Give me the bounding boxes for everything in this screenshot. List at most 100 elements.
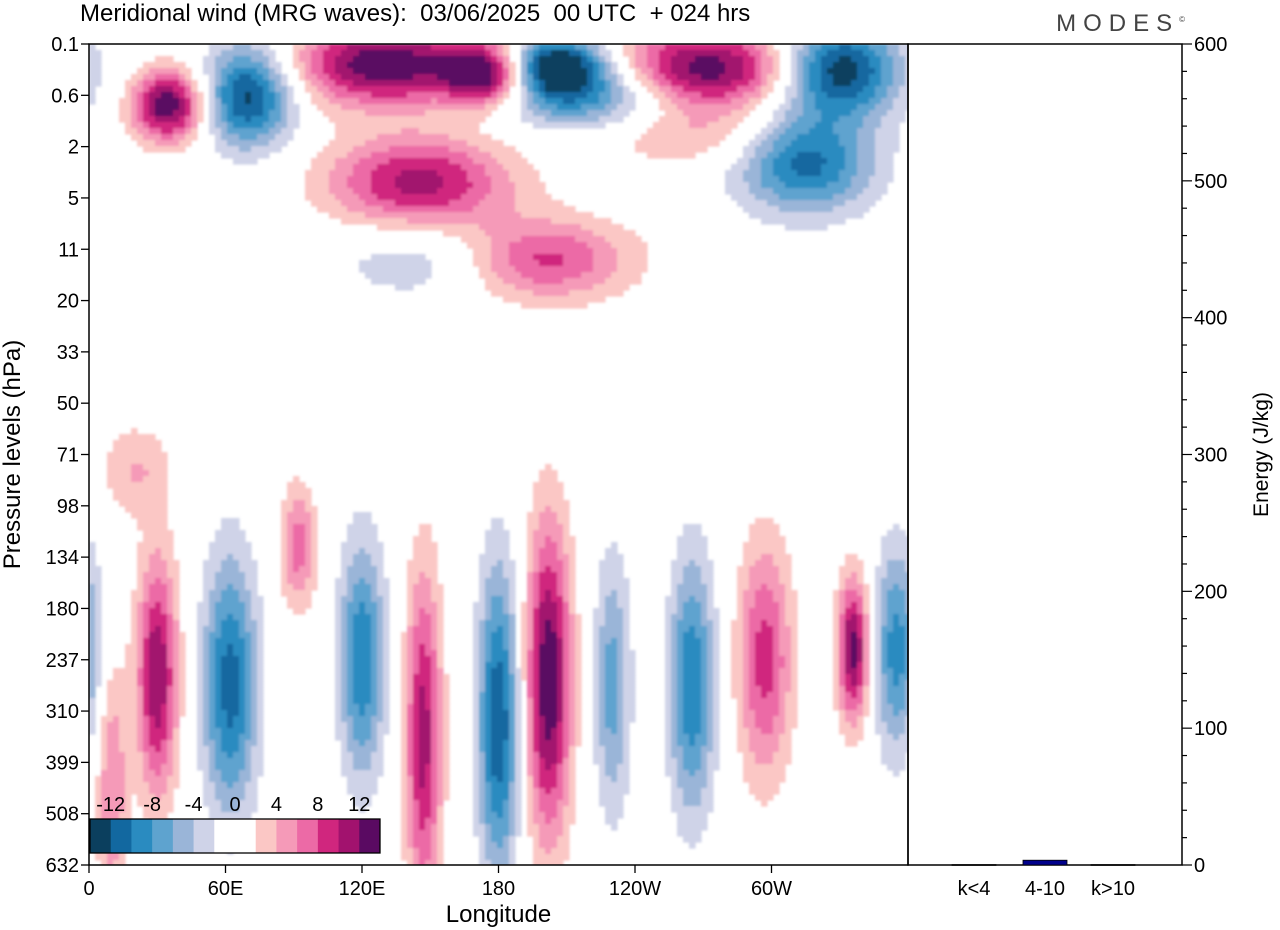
- contour-cell: [533, 74, 540, 81]
- contour-cell: [137, 722, 144, 729]
- contour-cell: [479, 566, 492, 573]
- contour-cell: [509, 854, 516, 861]
- contour-cell: [137, 734, 144, 741]
- contour-cell: [599, 566, 624, 573]
- contour-cell: [539, 56, 582, 63]
- contour-cell: [533, 692, 540, 699]
- contour-cell: [443, 740, 450, 747]
- contour-cell: [521, 302, 588, 309]
- contour-cell: [371, 668, 378, 675]
- contour-cell: [539, 788, 546, 795]
- contour-cell: [119, 116, 132, 123]
- contour-cell: [605, 746, 624, 753]
- contour-cell: [887, 86, 900, 93]
- contour-cell: [665, 110, 684, 117]
- contour-cell: [89, 602, 96, 609]
- contour-cell: [839, 140, 858, 147]
- contour-cell: [665, 626, 672, 633]
- contour-cell: [347, 638, 354, 645]
- contour-cell: [89, 86, 96, 93]
- contour-cell: [605, 608, 624, 615]
- contour-cell: [761, 620, 768, 627]
- contour-cell: [863, 50, 876, 57]
- contour-cell: [539, 512, 558, 519]
- contour-cell: [347, 584, 354, 591]
- contour-cell: [239, 704, 246, 711]
- contour-cell: [491, 92, 498, 99]
- energy-category-label: k<4: [958, 878, 991, 900]
- contour-cell: [719, 116, 744, 123]
- x-tick-label: 60E: [208, 878, 244, 900]
- contour-cell: [545, 98, 564, 105]
- contour-cell: [821, 68, 828, 75]
- contour-cell: [413, 662, 420, 669]
- contour-cell: [197, 602, 210, 609]
- contour-cell: [167, 680, 174, 687]
- contour-cell: [803, 110, 822, 117]
- contour-cell: [569, 554, 576, 561]
- contour-cell: [509, 644, 516, 651]
- contour-cell: [425, 608, 438, 615]
- contour-cell: [479, 764, 486, 771]
- contour-cell: [443, 680, 450, 687]
- contour-cell: [797, 74, 804, 81]
- contour-cell: [785, 584, 792, 591]
- contour-cell: [245, 680, 252, 687]
- contour-cell: [473, 626, 480, 633]
- contour-cell: [233, 554, 252, 561]
- contour-cell: [227, 104, 234, 111]
- contour-cell: [143, 602, 156, 609]
- contour-cell: [539, 824, 564, 831]
- contour-cell: [611, 110, 630, 117]
- contour-cell: [341, 746, 348, 753]
- contour-cell: [485, 578, 510, 585]
- contour-cell: [347, 620, 354, 627]
- contour-cell: [515, 674, 522, 681]
- contour-cell: [557, 710, 564, 717]
- contour-cell: [593, 758, 606, 765]
- contour-cell: [563, 728, 570, 735]
- contour-cell: [761, 68, 774, 75]
- contour-cell: [293, 476, 300, 483]
- contour-cell: [839, 692, 846, 699]
- contour-cell: [593, 728, 600, 735]
- contour-cell: [383, 710, 390, 717]
- contour-cell: [545, 506, 552, 513]
- contour-cell: [119, 98, 132, 105]
- contour-cell: [575, 674, 582, 681]
- contour-cell: [221, 128, 228, 135]
- contour-cell: [245, 746, 252, 753]
- contour-cell: [431, 596, 444, 603]
- contour-cell: [551, 848, 570, 855]
- contour-cell: [407, 638, 414, 645]
- contour-cell: [221, 50, 264, 57]
- contour-cell: [335, 728, 348, 735]
- contour-cell: [347, 704, 360, 711]
- contour-cell: [377, 746, 384, 753]
- contour-cell: [131, 98, 138, 105]
- contour-cell: [713, 710, 720, 717]
- contour-cell: [617, 74, 624, 81]
- contour-cell: [707, 650, 714, 657]
- contour-cell: [239, 566, 258, 573]
- contour-cell: [443, 776, 450, 783]
- contour-cell: [437, 74, 492, 81]
- contour-cell: [203, 632, 210, 639]
- contour-cell: [713, 644, 720, 651]
- contour-cell: [173, 680, 180, 687]
- contour-cell: [353, 590, 372, 597]
- contour-cell: [569, 590, 576, 597]
- contour-cell: [149, 98, 156, 105]
- contour-cell: [527, 776, 534, 783]
- contour-cell: [893, 704, 906, 711]
- contour-cell: [281, 590, 312, 597]
- contour-cell: [185, 122, 192, 129]
- contour-cell: [485, 686, 492, 693]
- contour-cell: [401, 812, 408, 819]
- contour-cell: [527, 92, 534, 99]
- contour-cell: [413, 680, 432, 687]
- contour-cell: [875, 680, 882, 687]
- contour-cell: [473, 806, 480, 813]
- contour-cell: [635, 146, 708, 153]
- contour-cell: [215, 620, 222, 627]
